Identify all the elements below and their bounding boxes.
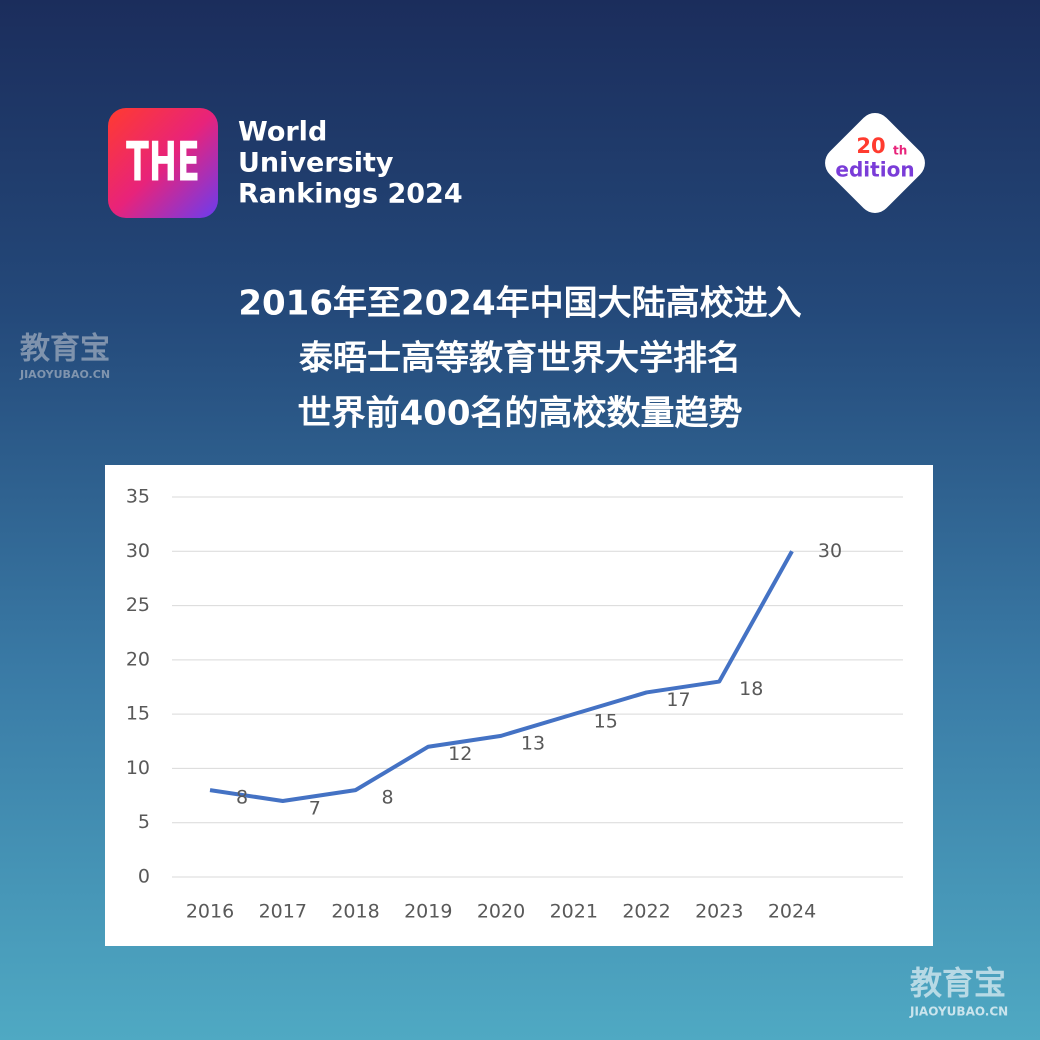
data-label: 17 (666, 689, 690, 711)
watermark: 教育宝 (20, 332, 110, 367)
x-tick-label: 2021 (550, 901, 598, 923)
brand: University (238, 148, 394, 179)
x-tick-label: 2019 (404, 901, 452, 923)
edition-word: edition (835, 158, 914, 182)
x-tick-label: 2020 (477, 901, 525, 923)
plot: 0 5 10 15 20 25 30 35 2016 2017 2018 2019 2020 2021 20… (126, 486, 903, 923)
edition-badge (825, 113, 925, 213)
y-tick-label: 5 (138, 811, 150, 833)
chart-title: 世界前400名的高校数量趋势 (298, 394, 743, 434)
data-label: 7 (309, 798, 321, 820)
x-tick-label: 2022 (622, 901, 670, 923)
chart-title: 泰晤士高等教育世界大学排名 (299, 339, 741, 379)
x-tick-label: 2024 (768, 901, 816, 923)
data-label: 30 (818, 540, 842, 562)
logo: THE (126, 131, 200, 194)
y-tick-label: 10 (126, 757, 150, 779)
y-tick-label: 0 (138, 866, 150, 888)
watermark-site: JIAOYUBAO.CN (19, 368, 110, 381)
watermark: 教育宝 (910, 964, 1006, 1002)
y-tick-label: 15 (126, 703, 150, 725)
data-label: 13 (521, 732, 545, 754)
data-label: 12 (448, 743, 472, 765)
x-tick-label: 2016 (186, 901, 234, 923)
line (209, 550, 794, 803)
data-label: 8 (236, 787, 248, 809)
brand: World (238, 117, 327, 148)
chart-area (105, 465, 933, 946)
edition-number: 20 (856, 134, 885, 158)
x-tick-label: 2017 (259, 901, 307, 923)
y-tick-label: 35 (126, 486, 150, 508)
edition-suffix: th (893, 144, 907, 158)
brand: Rankings 2024 (238, 179, 463, 210)
data-label: 15 (594, 711, 618, 733)
data-label: 18 (739, 678, 763, 700)
x-tick-label: 2023 (695, 901, 743, 923)
y-tick-label: 20 (126, 648, 150, 670)
y-tick-label: 25 (126, 594, 150, 616)
logo-box (108, 108, 218, 218)
x-tick-label: 2018 (331, 901, 379, 923)
y-tick-label: 30 (126, 540, 150, 562)
data-label: 8 (381, 787, 393, 809)
watermark-site: JIAOYUBAO.CN (909, 1005, 1008, 1019)
chart-title: 2016年至2024年中国大陆高校进入 (238, 284, 801, 324)
